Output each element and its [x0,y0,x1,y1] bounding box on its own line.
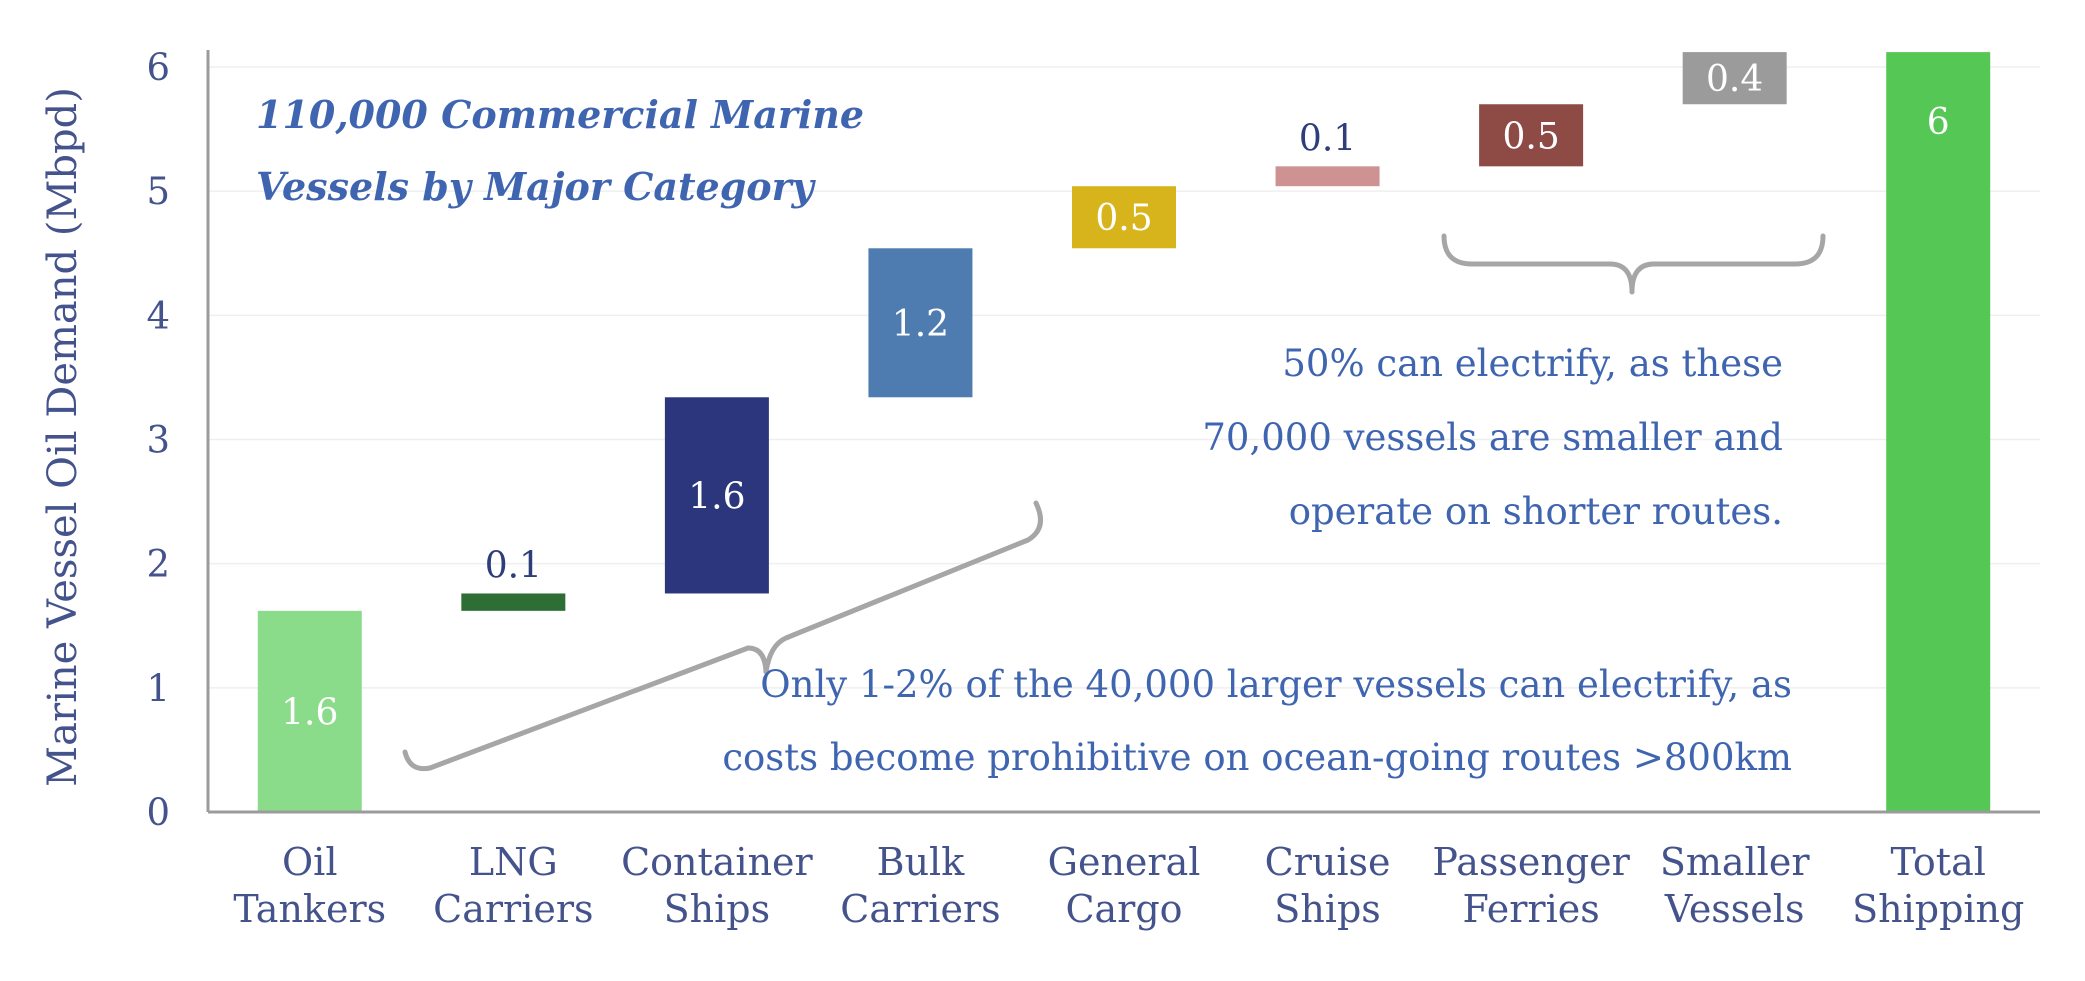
axes: 0123456OilTankersLNGCarriersContainerShi… [146,46,2040,931]
data-label: 0.1 [485,545,542,586]
x-category-label: Carriers [840,887,1000,931]
bar [1886,52,1991,813]
x-category-label: LNG [469,840,558,884]
x-category-label: Smaller [1660,840,1811,884]
bar [257,610,362,812]
small-vessels-note-line-1: 50% can electrify, as these [1282,342,1783,385]
y-tick-label: 4 [146,294,170,337]
x-category-label: Bulk [877,840,966,884]
data-label: 0.5 [1095,198,1152,239]
small-vessels-note-line-2: 70,000 vessels are smaller and [1202,416,1783,459]
x-category-label: Passenger [1432,840,1630,884]
x-category-label: Shipping [1852,887,2024,931]
brace-large-vessels [402,500,1043,772]
data-label: 1.2 [892,304,949,345]
bar [1072,186,1176,249]
data-label: 0.4 [1706,59,1763,100]
y-axis-label: Marine Vessel Oil Demand (Mbpd) [40,87,86,787]
bar [1479,104,1584,167]
chart-title-line-2: Vessels by Major Category [256,164,817,209]
data-label: 0.1 [1299,118,1356,159]
x-category-label: Total [1891,840,1986,884]
bar [664,397,769,594]
data-label: 0.5 [1502,116,1559,157]
x-category-label: Ships [664,887,771,931]
bar-series: 1.6 0.1 1.6 1.2 0.5 0.1 0.5 0.4 6 [257,52,1991,813]
annotation-braces [402,233,1826,772]
x-category-label: Cruise [1265,840,1391,884]
large-vessels-note-line-2: costs become prohibitive on ocean-going … [722,736,1792,779]
large-vessels-note-line-1: Only 1-2% of the 40,000 larger vessels c… [760,663,1792,706]
x-category-label: Carriers [433,887,593,931]
x-category-label: Oil [282,840,337,884]
bar [1275,166,1380,187]
small-vessels-note-line-3: operate on shorter routes. [1289,490,1783,533]
x-category-label: Ferries [1462,887,1599,931]
y-tick-label: 0 [146,791,170,834]
x-category-label: Ships [1274,887,1381,931]
y-tick-label: 1 [146,667,170,710]
y-tick-label: 6 [146,46,170,89]
data-label: 1.6 [688,476,745,517]
bar [1682,52,1787,105]
bar [868,248,973,398]
brace-small-vessels [1441,233,1826,295]
x-category-label: Vessels [1664,887,1805,931]
data-label: 1.6 [281,692,338,733]
x-category-label: Container [621,840,813,884]
data-label: 6 [1927,102,1950,143]
y-tick-label: 5 [146,170,170,213]
y-tick-label: 2 [146,543,170,586]
x-category-label: Tankers [233,887,386,931]
chart-title-line-1: 110,000 Commercial Marine [256,92,864,137]
x-category-label: Cargo [1065,887,1182,931]
y-tick-label: 3 [146,419,170,462]
x-category-label: General [1048,840,1201,884]
bar [461,593,566,611]
